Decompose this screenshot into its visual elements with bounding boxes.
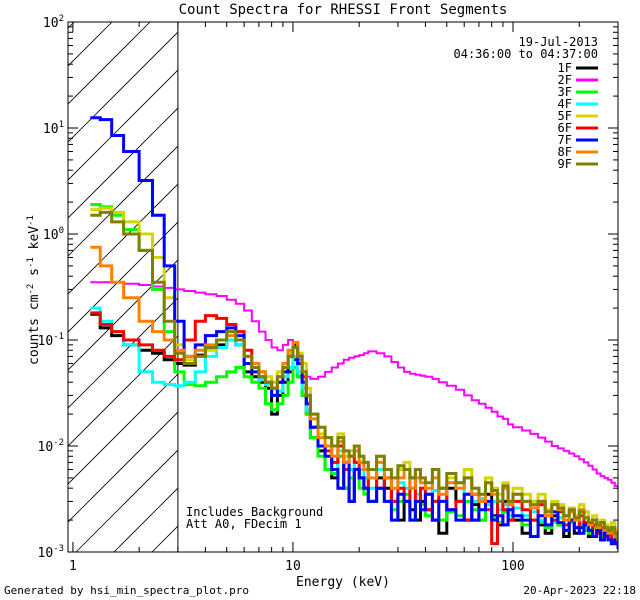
hatch-line: [266, 0, 640, 552]
hatch-line: [68, 411, 178, 523]
x-axis-label: Energy (keV): [296, 575, 390, 590]
legend-label: 9F: [558, 157, 572, 171]
y-axis: 10-3 10-2 10-1 100 101 102: [38, 14, 618, 561]
x-tick-label: 10: [285, 559, 301, 574]
y-tick-label: 10-3: [38, 544, 65, 561]
legend-label: 6F: [558, 121, 572, 135]
x-axis: 1 10 100: [69, 22, 619, 574]
y-tick-label: 101: [43, 120, 64, 137]
hatch-line: [68, 22, 113, 67]
hatch-line: [0, 0, 106, 552]
footer-generated-by: Generated by hsi_min_spectra_plot.pro: [4, 584, 249, 597]
series-line-1f: [90, 312, 618, 550]
hatch-line: [68, 373, 178, 485]
series-line-6f: [90, 311, 618, 550]
hatch-line: [418, 0, 640, 552]
x-tick-label: 100: [501, 559, 524, 574]
series-line-2f: [90, 281, 618, 490]
hatch-line: [68, 335, 178, 447]
y-tick-label: 10-2: [38, 438, 65, 455]
y-tick-label: 102: [43, 14, 64, 31]
y-tick-label: 100: [43, 226, 64, 243]
hatch-line: [68, 183, 178, 295]
legend-label: 7F: [558, 133, 572, 147]
legend-label: 1F: [558, 61, 572, 75]
chart-title: Count Spectra for RHESSI Front Segments: [179, 2, 508, 18]
series-line-9f: [90, 210, 618, 538]
legend-label: 3F: [558, 85, 572, 99]
x-tick-label: 1: [69, 559, 77, 574]
plot-frame: [67, 21, 619, 553]
legend-label: 2F: [558, 73, 572, 87]
footer-timestamp: 20-Apr-2023 22:18: [523, 584, 636, 597]
hatch-line: [68, 145, 178, 257]
y-axis-label: counts cm-2 s-1 keV-1: [26, 215, 42, 365]
hatch-line: [456, 0, 640, 552]
hatch-line: [75, 449, 178, 552]
series-layer: [90, 116, 618, 550]
hatch-line: [68, 31, 178, 143]
annotation-background: Includes Background: [186, 505, 323, 519]
hatch-line: [68, 69, 178, 181]
plot-time-range: 04:36:00 to 04:37:00: [454, 47, 599, 61]
plot-date: 19-Jul-2013: [519, 35, 598, 49]
hatch-line: [68, 221, 178, 333]
hatch-line: [68, 107, 178, 219]
legend-label: 5F: [558, 109, 572, 123]
series-line-3f: [90, 203, 618, 546]
legend-label: 4F: [558, 97, 572, 111]
hatched-region: [0, 0, 640, 552]
legend-label: 8F: [558, 145, 572, 159]
y-tick-label: 10-1: [38, 332, 65, 349]
hatch-line: [68, 22, 151, 105]
series-line-5f: [90, 206, 618, 535]
annotation-attenuator: Att A0, FDecim 1: [186, 517, 302, 531]
hatch-lines: [0, 0, 640, 552]
hatch-line: [68, 297, 178, 409]
